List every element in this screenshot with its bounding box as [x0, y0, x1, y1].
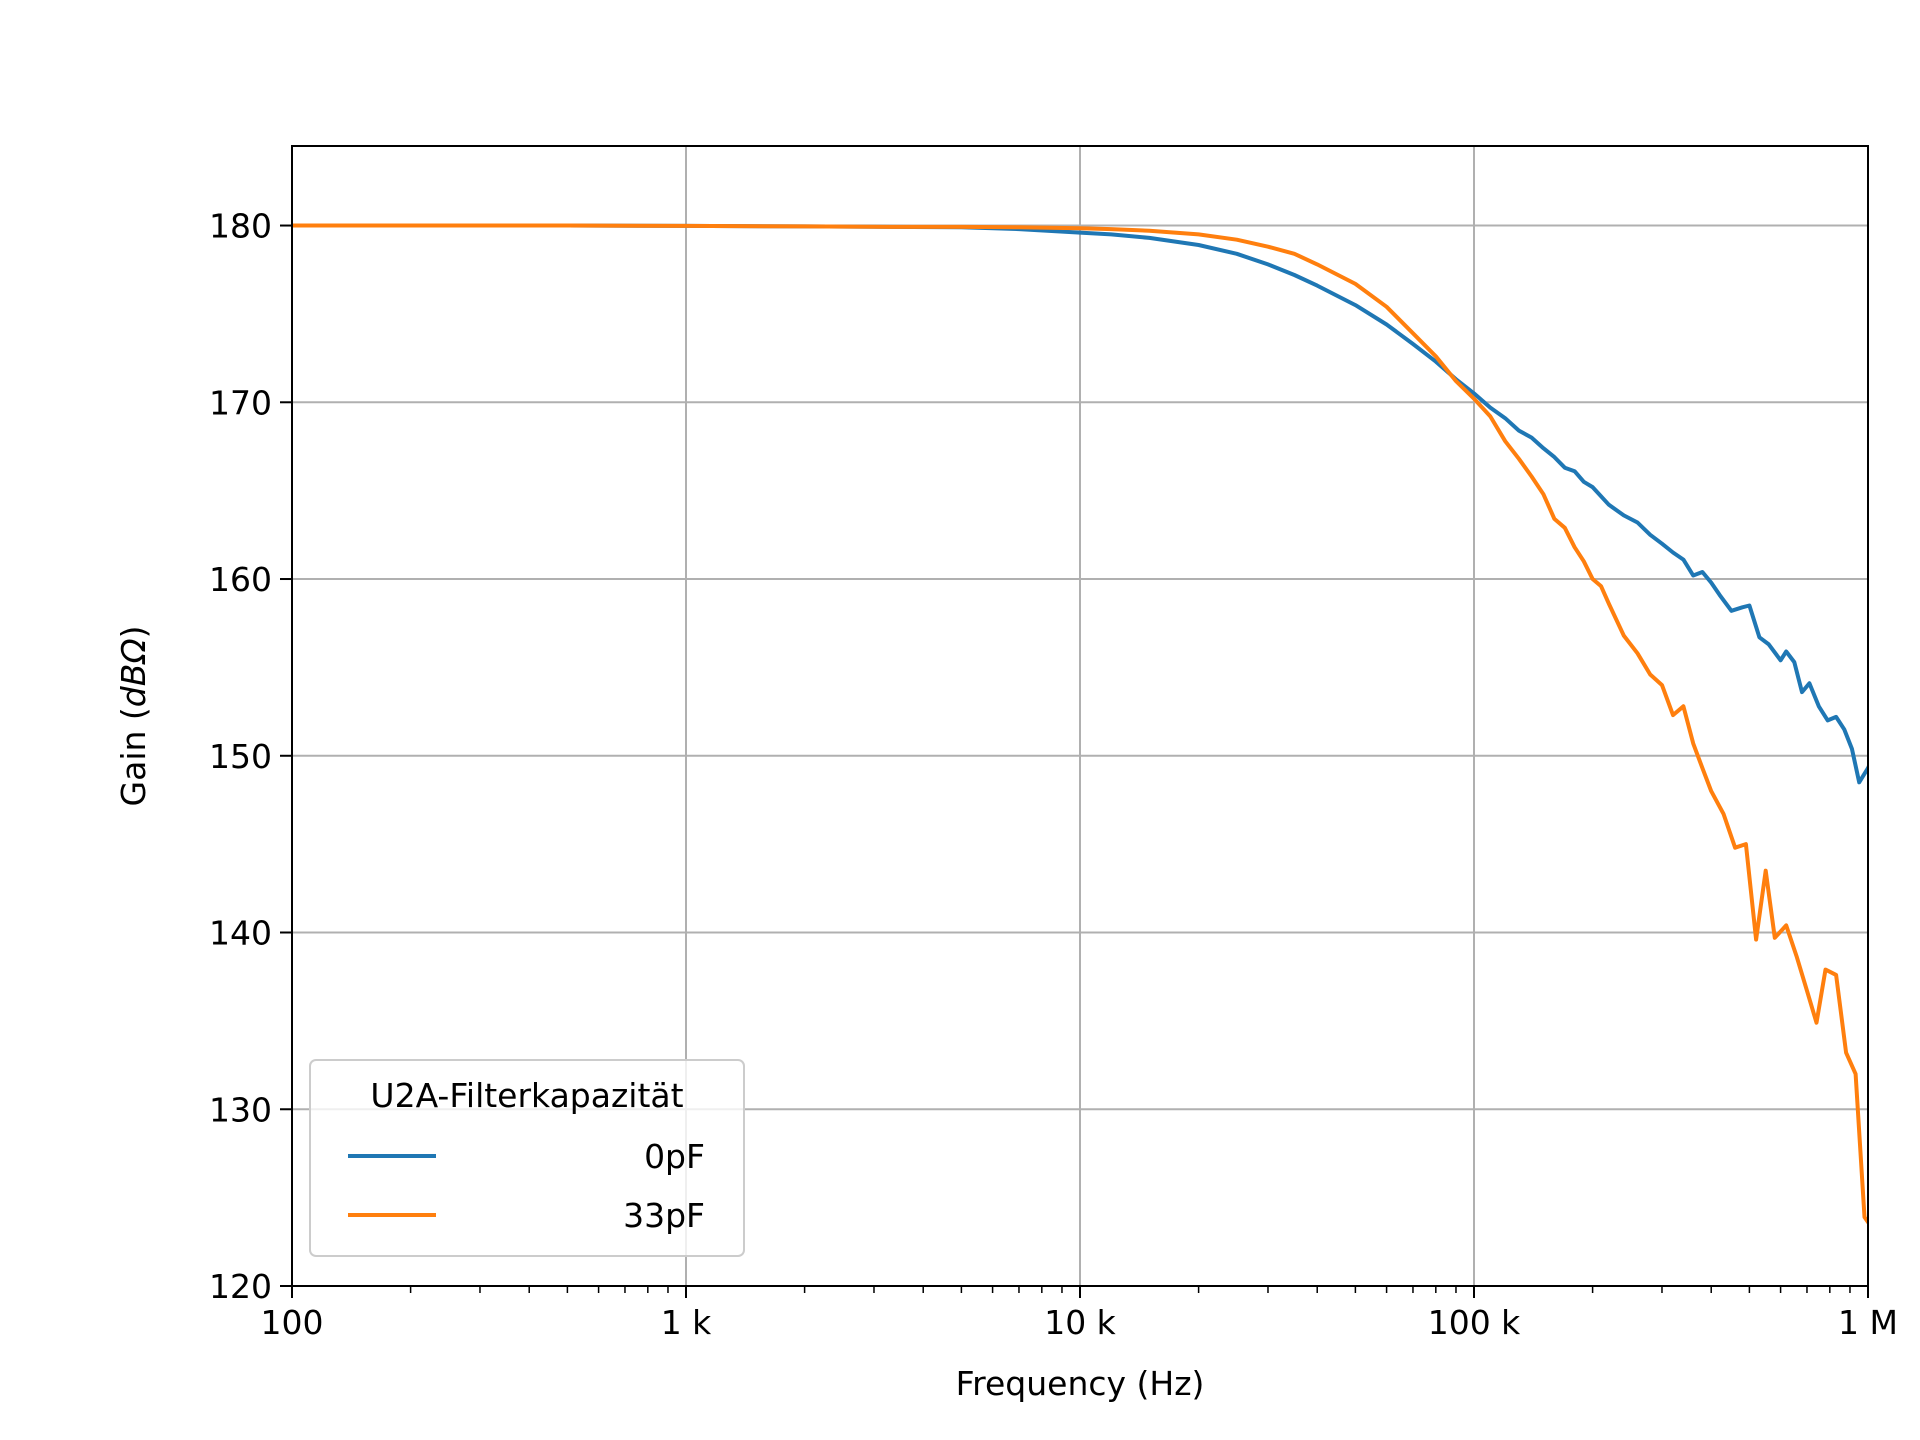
- y-tick-label: 180: [209, 207, 272, 246]
- x-tick-label: 100 k: [1428, 1303, 1521, 1342]
- y-tick-label: 140: [209, 914, 272, 953]
- x-axis-label: Frequency (Hz): [956, 1364, 1205, 1403]
- legend-label-0pf: 0pF: [644, 1137, 705, 1176]
- legend-entries: 0pF 33pF: [348, 1137, 705, 1235]
- x-tick-label: 100: [261, 1303, 324, 1342]
- series-line-0pf: [292, 223, 1868, 785]
- y-axis-label-italic: dBΩ: [114, 638, 153, 707]
- y-axis-label: Gain (dBΩ): [114, 626, 153, 807]
- x-tick-label: 1 k: [661, 1303, 712, 1342]
- legend-label-33pf: 33pF: [623, 1196, 705, 1235]
- y-axis-label-suffix: ): [114, 626, 153, 639]
- y-tick-label: 150: [209, 737, 272, 776]
- x-tick-label: 1 M: [1838, 1303, 1898, 1342]
- y-tick-label: 170: [209, 383, 272, 422]
- series-line-33pf: [292, 223, 1868, 1226]
- y-tick-label: 130: [209, 1090, 272, 1129]
- x-tick-label: 10 k: [1044, 1303, 1116, 1342]
- legend-box: [309, 1059, 745, 1257]
- plot-area: [292, 223, 1868, 1226]
- legend-title: U2A-Filterkapazität: [370, 1076, 683, 1115]
- y-tick-label: 160: [209, 560, 272, 599]
- y-axis-label-prefix: Gain (: [114, 707, 153, 806]
- legend: U2A-Filterkapazität 0pF 33pF: [309, 1059, 745, 1257]
- axis-ticks: [280, 224, 1869, 1298]
- tick-labels: 100 1 k 10 k 100 k 1 M 120 130 140 150 160 170 180: [209, 207, 1898, 1342]
- y-tick-label: 120: [209, 1267, 272, 1306]
